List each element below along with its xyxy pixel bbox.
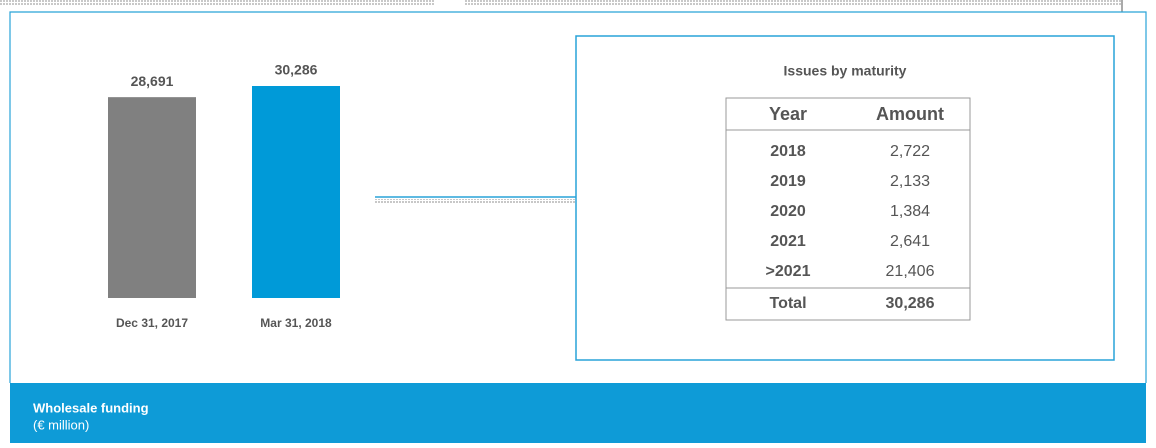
table-amount: 21,406 xyxy=(886,263,935,280)
category-label: Mar 31, 2018 xyxy=(260,316,332,330)
table-total: 30,286 xyxy=(886,295,935,312)
bar xyxy=(252,86,340,298)
table-year: 2019 xyxy=(770,173,806,190)
table-amount: 2,722 xyxy=(890,143,930,160)
table-box xyxy=(575,35,1115,361)
table-year: 2021 xyxy=(770,233,806,250)
value-label: 28,691 xyxy=(131,73,174,89)
bar xyxy=(108,97,196,299)
footer-band xyxy=(10,383,1146,443)
table-border xyxy=(725,97,971,321)
table-year: >2021 xyxy=(766,263,811,280)
table-amount: 2,641 xyxy=(890,233,930,250)
table-year: 2020 xyxy=(770,203,806,220)
table-title: Issues by maturity xyxy=(784,63,907,79)
table-header: Year xyxy=(769,104,807,124)
table-year: 2018 xyxy=(770,143,806,160)
connector-shadow xyxy=(375,199,576,203)
panel-border xyxy=(9,11,1147,383)
top-rule xyxy=(465,0,1122,5)
value-label: 30,286 xyxy=(275,62,318,78)
table-total: Total xyxy=(769,295,806,312)
table-header: Amount xyxy=(876,104,944,124)
top-rule xyxy=(0,0,435,5)
footer-title: Wholesale funding xyxy=(33,400,149,415)
footer-subtitle: (€ million) xyxy=(33,417,89,432)
table-amount: 2,133 xyxy=(890,173,930,190)
category-label: Dec 31, 2017 xyxy=(116,316,188,330)
table-amount: 1,384 xyxy=(890,203,930,220)
